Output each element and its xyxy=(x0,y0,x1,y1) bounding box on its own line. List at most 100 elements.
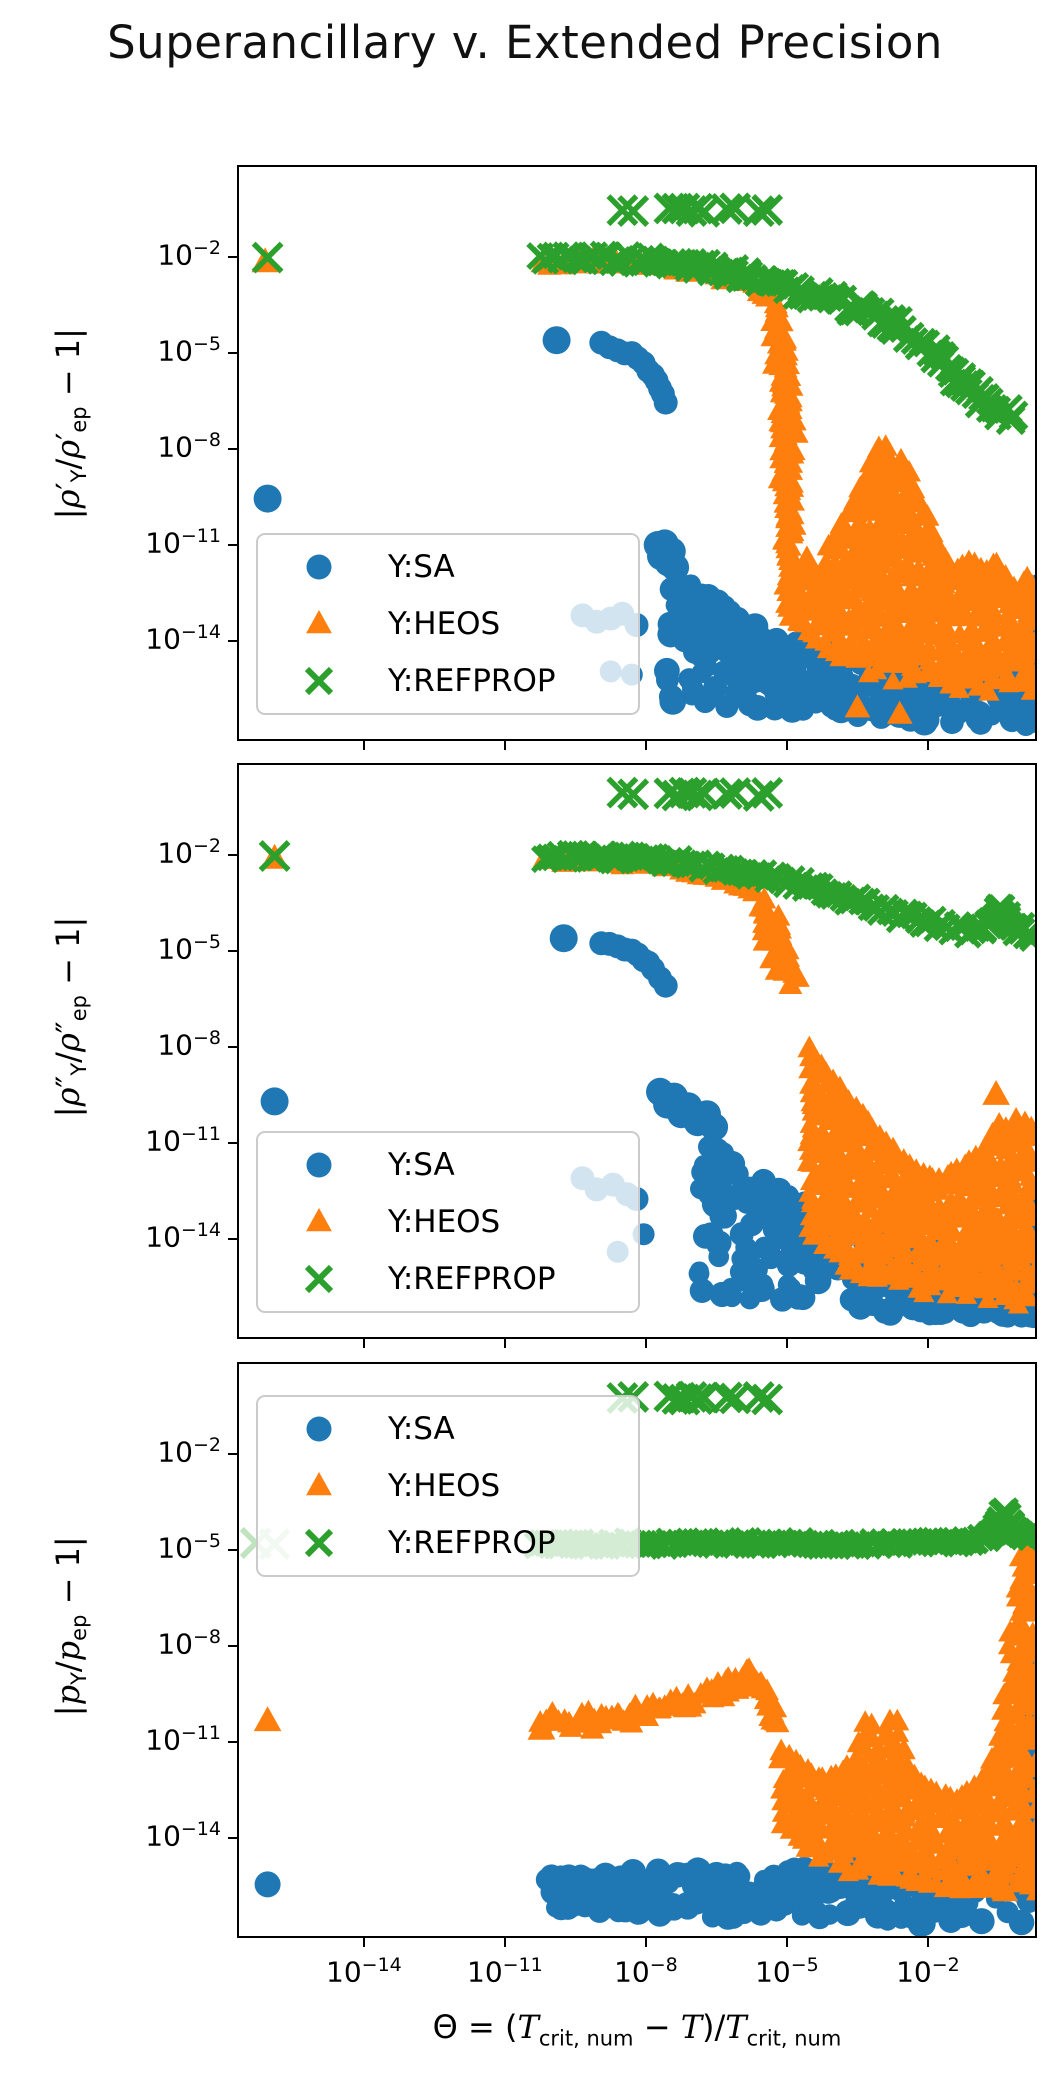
legend-item-y-heos: Y:HEOS xyxy=(258,1458,638,1514)
x-tick-mark xyxy=(926,1938,930,1947)
series-marks-y-refprop xyxy=(606,776,784,812)
x-axis-label: Θ = (Tcrit, num − T)/Tcrit, num xyxy=(432,2008,842,2051)
y-tick-mark xyxy=(228,1548,237,1552)
y-tick-mark xyxy=(228,447,237,451)
x-tick-mark xyxy=(362,1938,366,1947)
y-axis-label-pressure-deviation: |pY/pep − 1| xyxy=(48,1536,92,1717)
series-marks-y-sa xyxy=(589,330,678,415)
y-tick-mark xyxy=(228,639,237,643)
series-marks-y-refprop xyxy=(530,839,1037,953)
legend-label: Y:REFPROP xyxy=(388,1261,556,1297)
circle-legend-marker-icon xyxy=(306,1152,332,1178)
x-legend-marker-icon xyxy=(304,666,334,696)
x-legend-marker-icon xyxy=(304,1264,334,1294)
x-tick-mark xyxy=(503,1339,507,1348)
y-tick-label: 10−8 xyxy=(157,1626,221,1661)
series-marks-y-refprop xyxy=(239,1527,291,1561)
series-marks-y-heos xyxy=(253,1706,282,1732)
legend-item-y-heos: Y:HEOS xyxy=(258,596,638,652)
legend-label: Y:SA xyxy=(388,1147,455,1183)
y-tick-mark xyxy=(228,1141,237,1145)
x-tick-label: 10−11 xyxy=(467,1954,543,1989)
series-marks-y-sa xyxy=(547,1869,595,1898)
circle-legend-marker-icon xyxy=(306,1416,332,1442)
series-marks-y-heos xyxy=(844,694,913,724)
legend-item-y-sa: Y:SA xyxy=(258,1401,638,1457)
y-tick-label: 10−14 xyxy=(145,1219,221,1254)
series-marks-y-heos xyxy=(796,1035,1037,1314)
triangle-legend-marker-icon xyxy=(306,610,332,634)
y-tick-label: 10−5 xyxy=(157,333,221,368)
series-marks-y-heos xyxy=(782,434,1037,701)
y-tick-label: 10−5 xyxy=(157,1530,221,1565)
circle-legend-marker-icon xyxy=(306,554,332,580)
series-marks-y-sa xyxy=(254,1871,281,1898)
y-tick-label: 10−8 xyxy=(157,1027,221,1062)
legend-label: Y:REFPROP xyxy=(388,1525,556,1561)
chart-canvas-saturated-vapor-density-deviation xyxy=(258,776,1037,1329)
legend-saturated-liquid-density-deviation: Y:SA Y:HEOS Y:REFPROP xyxy=(256,533,640,715)
y-tick-mark xyxy=(228,255,237,259)
x-tick-mark xyxy=(644,741,648,750)
triangle-legend-marker-icon xyxy=(306,1208,332,1232)
x-tick-mark xyxy=(644,1938,648,1947)
legend-saturated-vapor-density-deviation: Y:SA Y:HEOS Y:REFPROP xyxy=(256,1131,640,1313)
figure-title: Superancillary v. Extended Precision xyxy=(107,16,943,69)
legend-item-y-sa: Y:SA xyxy=(258,1137,638,1193)
y-tick-mark xyxy=(228,543,237,547)
x-tick-label: 10−5 xyxy=(755,1954,819,1989)
y-tick-label: 10−8 xyxy=(157,429,221,464)
chart-canvas-pressure-deviation xyxy=(239,1380,1037,1938)
legend-label: Y:HEOS xyxy=(388,606,501,642)
x-tick-mark xyxy=(503,741,507,750)
series-marks-y-heos xyxy=(760,291,810,626)
series-marks-y-refprop xyxy=(992,394,1029,436)
y-tick-mark xyxy=(228,1452,237,1456)
series-marks-y-refprop xyxy=(251,241,284,274)
y-axis-label-saturated-liquid-density-deviation: |ρ′Y/ρ′ep − 1| xyxy=(48,328,92,520)
x-tick-label: 10−14 xyxy=(326,1954,402,1989)
y-tick-label: 10−2 xyxy=(157,835,221,870)
y-tick-label: 10−11 xyxy=(145,1722,221,1757)
series-marks-y-sa xyxy=(643,529,690,582)
x-tick-label: 10−8 xyxy=(614,1954,678,1989)
legend-label: Y:HEOS xyxy=(388,1468,501,1504)
series-marks-y-sa xyxy=(260,924,578,1116)
x-tick-mark xyxy=(785,1339,789,1348)
x-tick-mark xyxy=(926,1339,930,1348)
legend-item-y-refprop: Y:REFPROP xyxy=(258,653,638,709)
triangle-legend-marker-icon xyxy=(306,1472,332,1496)
x-legend-marker-icon xyxy=(304,1528,334,1558)
legend-item-y-sa: Y:SA xyxy=(258,539,638,595)
series-marks-y-refprop xyxy=(526,240,1012,431)
series-marks-y-heos xyxy=(748,886,810,994)
x-tick-mark xyxy=(362,1339,366,1348)
series-marks-y-sa xyxy=(589,931,678,998)
series-marks-y-heos xyxy=(982,1080,1010,1105)
y-tick-mark xyxy=(228,1740,237,1744)
x-tick-mark xyxy=(503,1938,507,1947)
y-tick-mark xyxy=(228,1836,237,1840)
x-tick-mark xyxy=(362,741,366,750)
series-marks-y-sa xyxy=(253,326,571,513)
y-tick-mark xyxy=(228,853,237,857)
legend-item-y-refprop: Y:REFPROP xyxy=(258,1515,638,1571)
y-tick-mark xyxy=(228,1644,237,1648)
legend-label: Y:SA xyxy=(388,549,455,585)
series-marks-y-refprop xyxy=(606,192,784,228)
y-tick-mark xyxy=(228,1237,237,1241)
y-tick-mark xyxy=(228,949,237,953)
y-tick-label: 10−14 xyxy=(145,1818,221,1853)
y-tick-mark xyxy=(228,1045,237,1049)
x-tick-mark xyxy=(785,1938,789,1947)
x-tick-mark xyxy=(644,1339,648,1348)
y-tick-label: 10−11 xyxy=(145,525,221,560)
legend-item-y-heos: Y:HEOS xyxy=(258,1194,638,1250)
legend-pressure-deviation: Y:SA Y:HEOS Y:REFPROP xyxy=(256,1395,640,1577)
y-tick-label: 10−14 xyxy=(145,621,221,656)
y-axis-label-saturated-vapor-density-deviation: |ρ″Y/ρ″ep − 1| xyxy=(48,916,92,1118)
x-tick-label: 10−2 xyxy=(896,1954,960,1989)
y-tick-label: 10−11 xyxy=(145,1123,221,1158)
series-marks-y-refprop xyxy=(258,840,291,872)
